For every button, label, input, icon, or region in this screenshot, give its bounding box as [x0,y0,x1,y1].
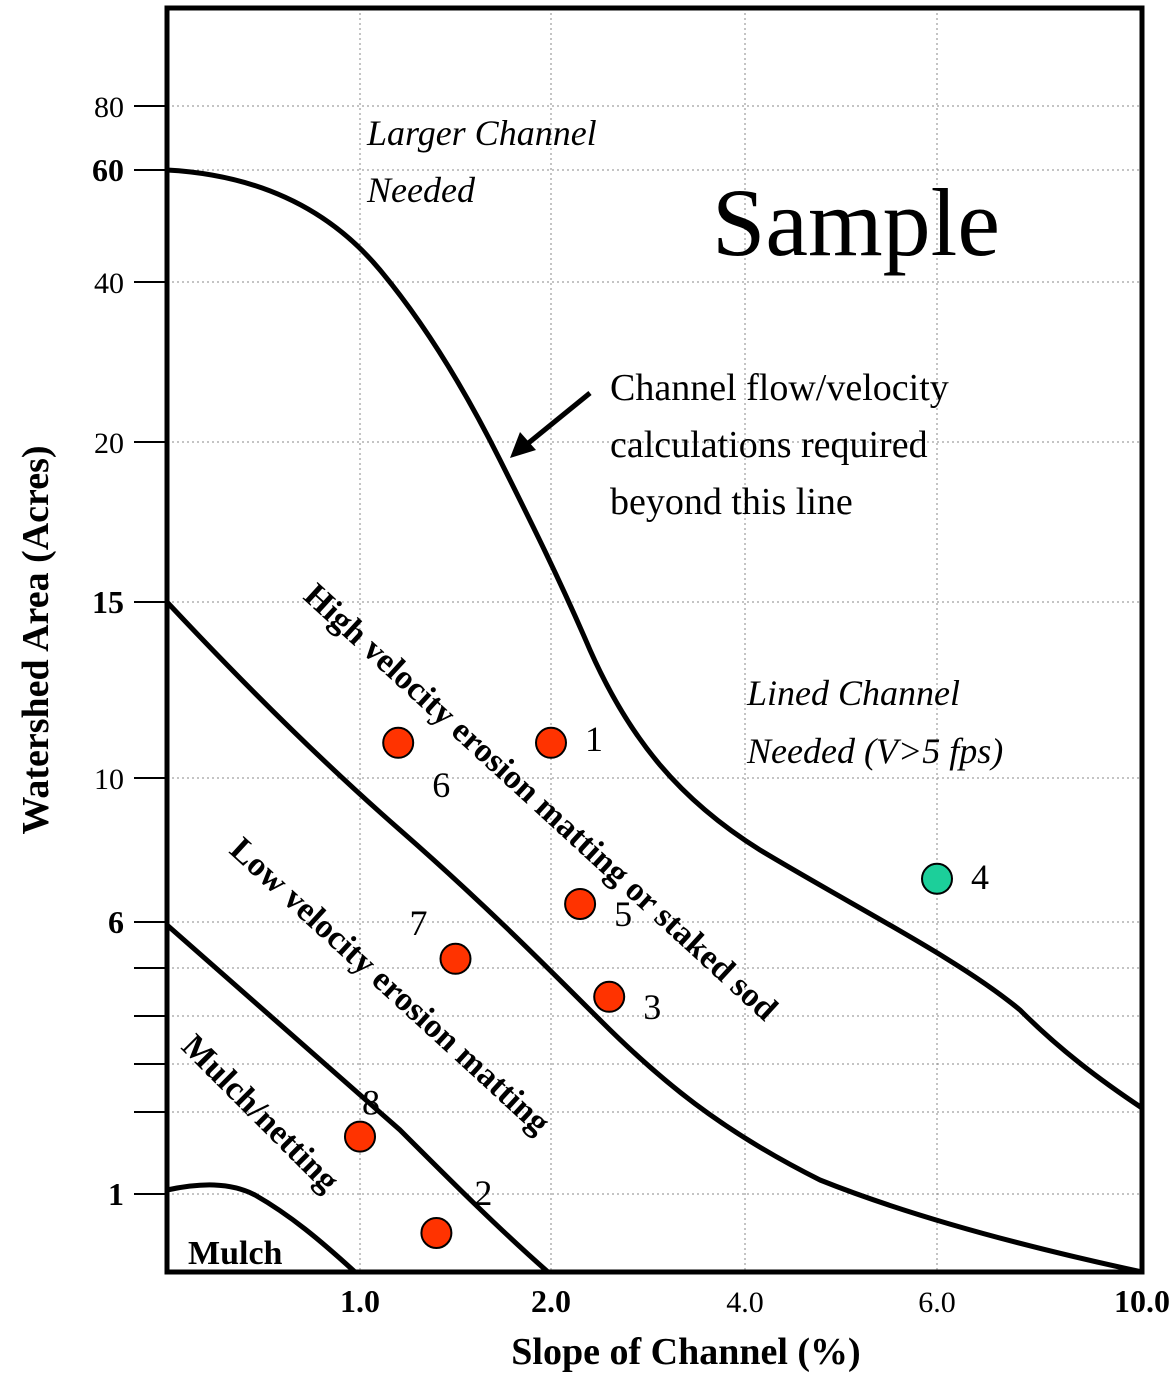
x-tick-label: 6.0 [918,1286,956,1319]
y-tick-label: 80 [94,91,124,124]
data-point-label-1: 1 [585,719,603,759]
curve-low-velocity-boundary [165,923,550,1274]
x-tick-label: 2.0 [531,1283,571,1319]
data-point-label-5: 5 [614,894,632,934]
data-point-8 [344,1120,376,1153]
region-label-larger-line1: Larger Channel [366,113,597,153]
data-point-label-2: 2 [474,1173,492,1213]
region-label-larger-line2: Needed [366,170,476,210]
y-tick-label: 60 [92,152,124,188]
y-axis-title: Watershed Area (Acres) [15,445,57,834]
plot-frame [164,5,1145,1275]
zone-label-low-velocity: Low velocity erosion matting [223,831,557,1142]
annotation-arrow [510,391,592,458]
y-tick-label: 20 [94,427,124,460]
curve-channel-calc-boundary [166,167,1144,1111]
data-point-label-3: 3 [643,987,661,1027]
x-tick-label: 10.0 [1114,1283,1170,1319]
region-label-lined-line1: Lined Channel [746,673,960,713]
annotation-line3: beyond this line [610,481,853,523]
x-tick-label: 1.0 [340,1283,380,1319]
zone-label-mulch: Mulch [188,1235,283,1272]
zone-label-mulch-netting: Mulch/netting [174,1027,346,1199]
data-point-label-4: 4 [971,857,989,897]
data-point-label-8: 8 [362,1083,380,1123]
y-tick-label: 15 [92,584,124,620]
y-tick-label: 10 [94,763,124,796]
y-tick-label: 6 [108,904,124,940]
data-point-3 [593,980,626,1013]
y-tick-label: 1 [108,1176,124,1212]
y-tick-label: 40 [94,267,124,300]
annotation-line2: calculations required [610,424,928,466]
data-point-4 [921,862,953,895]
data-point-7 [439,942,472,975]
curve-mulch-boundary [166,1182,357,1274]
data-point-5 [564,888,597,920]
x-axis-title: Slope of Channel (%) [511,1331,860,1373]
data-point-2 [420,1217,453,1249]
sample-watermark: Sample [712,169,1000,276]
region-label-lined-line2: Needed (V>5 fps) [746,731,1003,771]
x-tick-label: 4.0 [726,1286,764,1319]
data-point-label-7: 7 [410,903,428,943]
data-point-1 [535,726,567,759]
curve-high-velocity-boundary [165,600,1143,1275]
data-point-label-6: 6 [432,765,450,805]
points-layer: 1 2 3 4 5 6 7 8 [344,719,989,1249]
annotation-line1: Channel flow/velocity [610,367,949,409]
data-point-6 [382,726,415,759]
grid-layer [167,8,1142,1272]
